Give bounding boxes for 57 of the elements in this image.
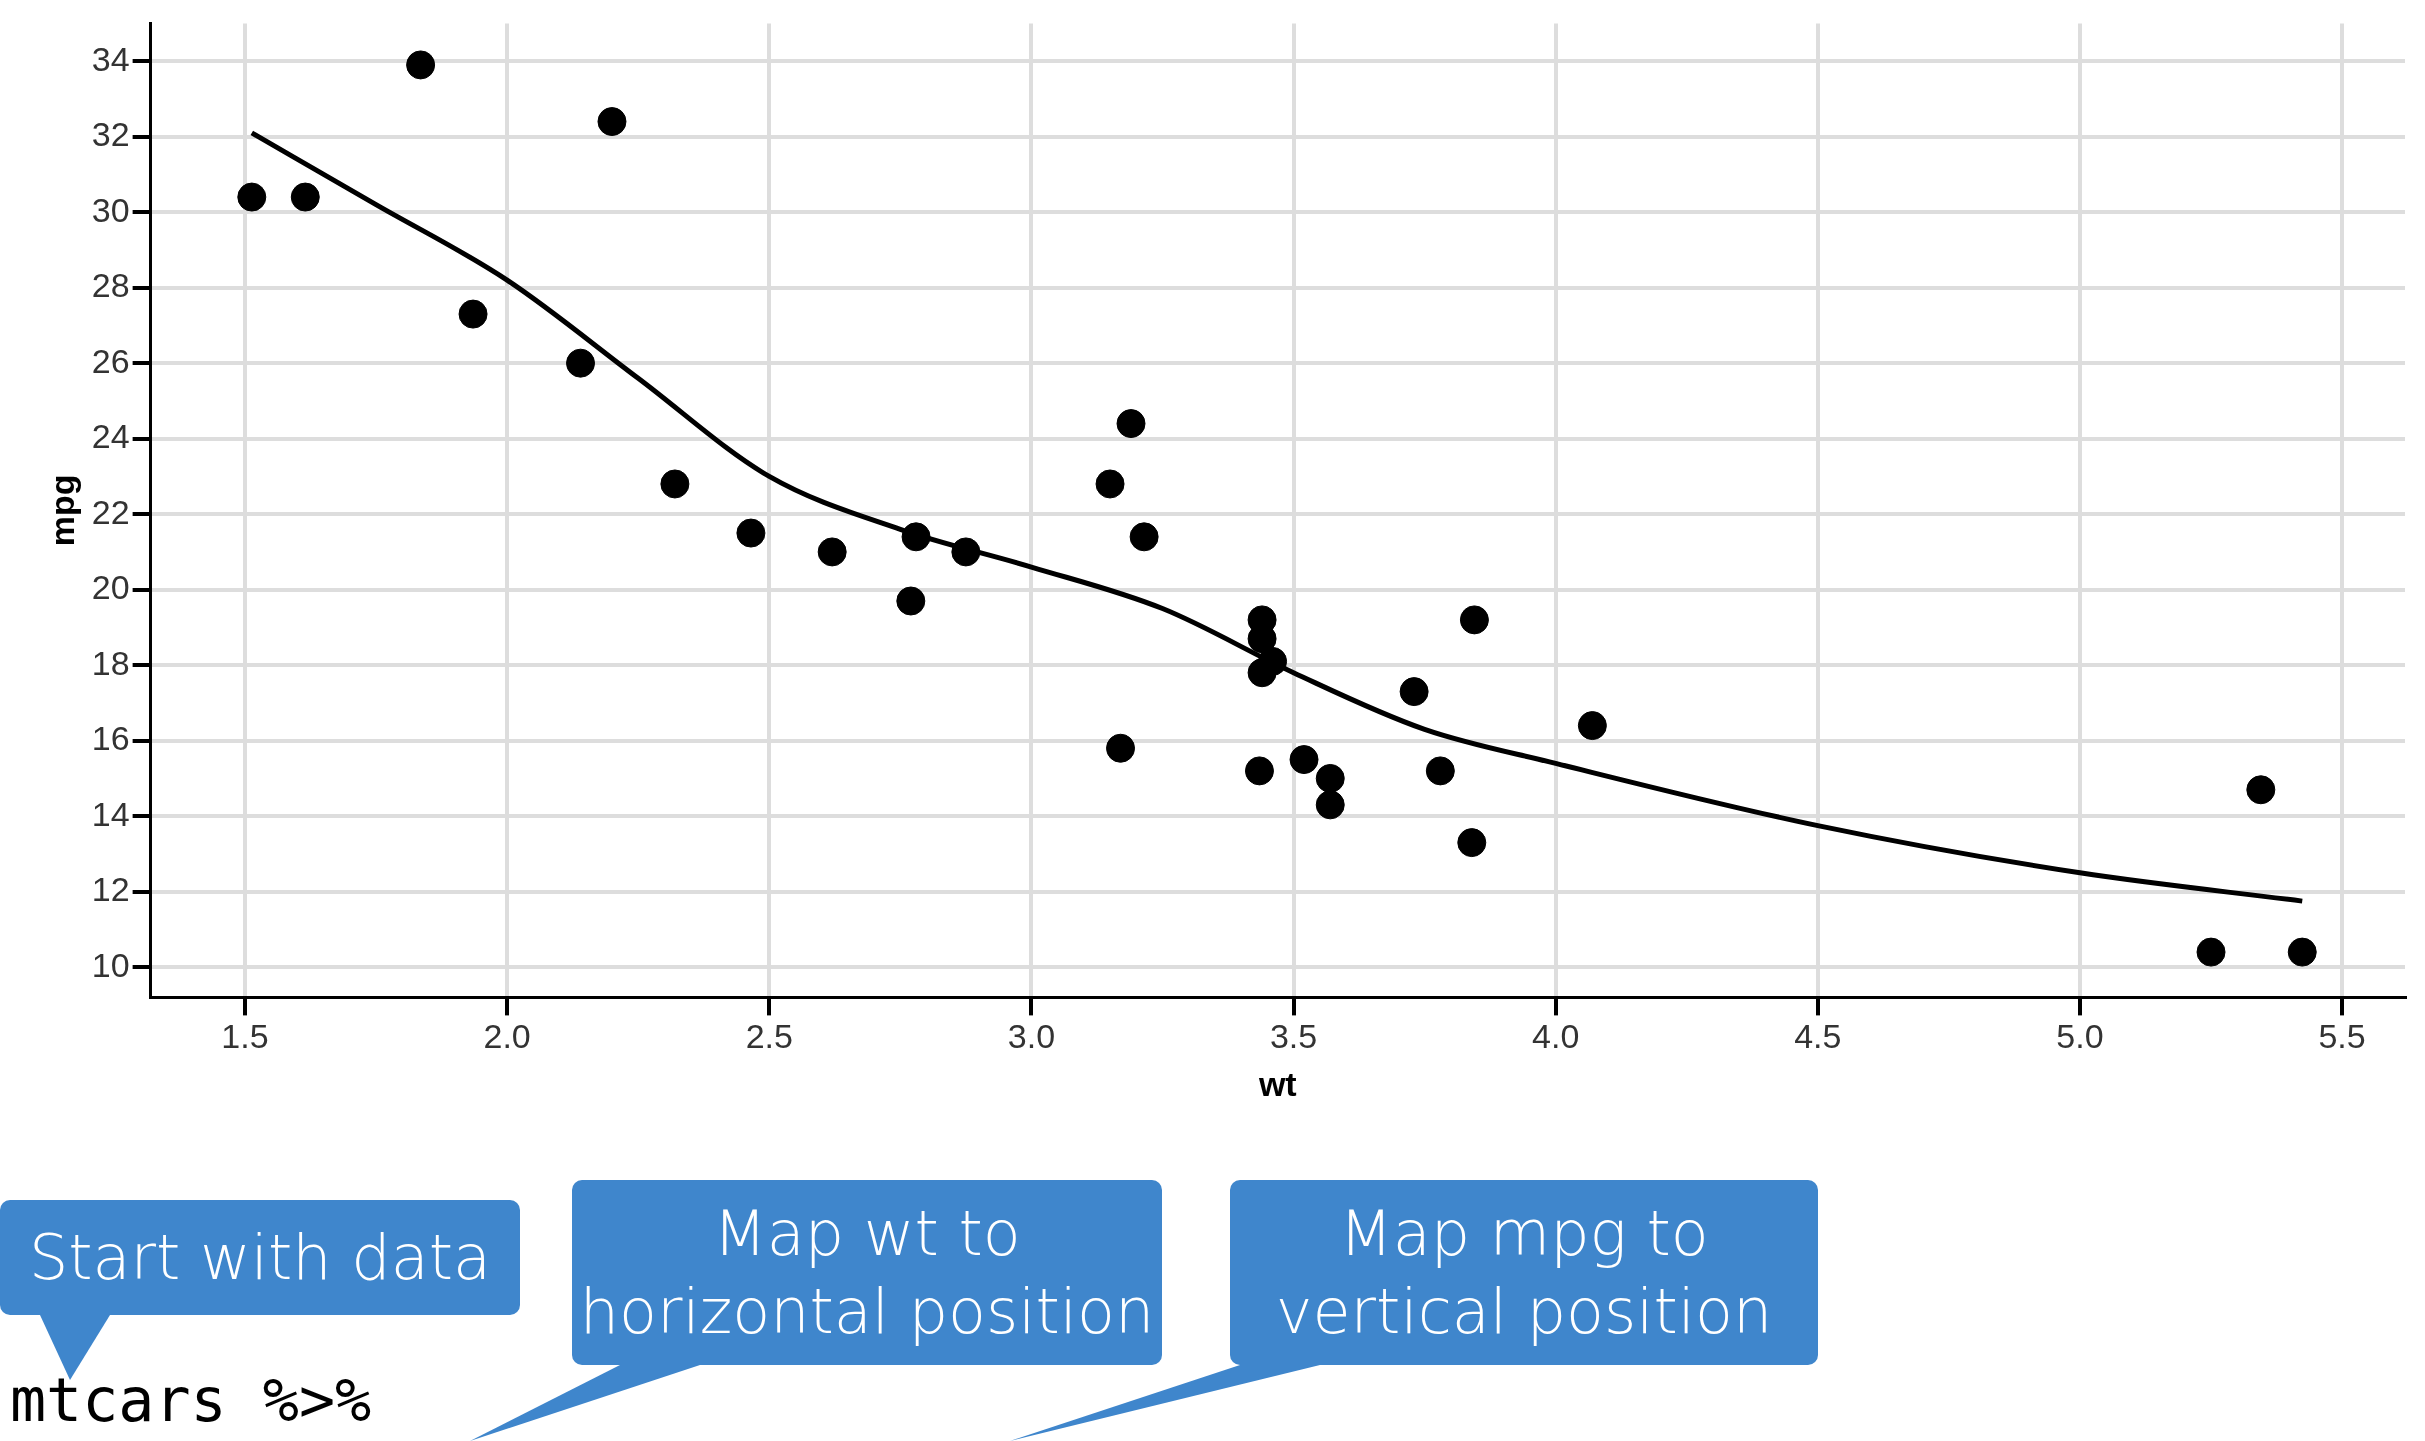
point [1116, 409, 1146, 439]
point [1315, 763, 1345, 793]
point [2196, 937, 2226, 967]
y-tick-label: 12 [91, 870, 130, 909]
point [597, 107, 627, 137]
x-tick-label: 2.0 [483, 1017, 531, 1056]
x-tick-label: 3.0 [1007, 1017, 1056, 1056]
y-axis-title: mpg [42, 474, 81, 547]
point [1106, 733, 1136, 763]
point [1399, 677, 1429, 707]
x-tick-label: 3.5 [1269, 1017, 1318, 1056]
point [1247, 658, 1277, 688]
point [896, 586, 926, 616]
y-tick-label: 20 [91, 568, 130, 607]
text: Start with data [0, 1200, 520, 1315]
text: mtcars %>% [10, 1365, 372, 1435]
point [2287, 937, 2317, 967]
y-tick-label: 18 [91, 643, 130, 682]
point [1289, 745, 1319, 775]
y-tick-label: 32 [91, 115, 130, 154]
y-tick-label: 28 [91, 266, 130, 305]
x-tick-label: 5.5 [2318, 1017, 2366, 1056]
point [1315, 790, 1345, 820]
y-tick-label: 30 [91, 190, 130, 229]
point [817, 537, 847, 567]
y-tick-label: 24 [91, 417, 130, 456]
y-tick-label: 34 [91, 39, 130, 78]
y-tick-label: 26 [91, 341, 130, 380]
point [237, 182, 267, 212]
point [1095, 469, 1125, 499]
point [1457, 828, 1487, 858]
point [458, 299, 488, 329]
point [1425, 756, 1455, 786]
x-tick-label: 2.5 [745, 1017, 793, 1056]
x-tick-label: 4.5 [1794, 1017, 1842, 1056]
x-tick-label: 5.0 [2056, 1017, 2104, 1056]
point [951, 537, 981, 567]
y-tick-label: 22 [91, 492, 130, 531]
x-axis-title: wt [1257, 1064, 1297, 1103]
y-tick-label: 14 [91, 794, 130, 833]
y-tick-label: 16 [91, 719, 130, 758]
point [2246, 775, 2276, 805]
y-tick-label: 10 [91, 945, 130, 984]
point [1244, 756, 1274, 786]
x-tick-label: 1.5 [221, 1017, 269, 1056]
point [566, 348, 596, 378]
point [1577, 711, 1607, 741]
point [290, 182, 320, 212]
point [1129, 522, 1159, 552]
text: Map wt to horizontal position [572, 1180, 1162, 1365]
point [406, 50, 436, 80]
x-tick-label: 4.0 [1532, 1017, 1580, 1056]
point [736, 518, 766, 548]
point [1459, 605, 1489, 635]
point [901, 522, 931, 552]
text: Map mpg to vertical position [1230, 1180, 1818, 1365]
point [660, 469, 690, 499]
